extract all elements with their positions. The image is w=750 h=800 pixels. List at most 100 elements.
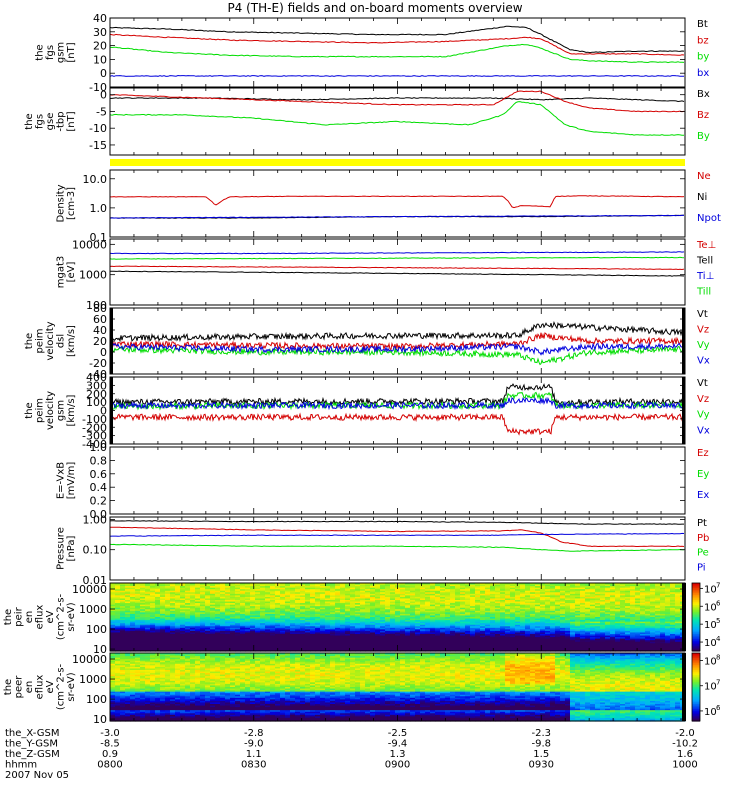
spectrogram-cell — [220, 618, 226, 621]
spectrogram-cell — [125, 621, 131, 624]
spectrogram-cell — [495, 626, 501, 629]
spectrogram-cell — [510, 641, 516, 644]
spectrogram-cell — [500, 626, 506, 629]
spectrogram-cell — [370, 603, 376, 606]
spectrogram-cell — [560, 624, 566, 627]
spectrogram-cell — [495, 593, 501, 596]
spectrogram-cell — [580, 596, 586, 600]
spectrogram-cell — [300, 643, 306, 646]
spectrogram-cell — [585, 593, 591, 596]
spectrogram-cell — [560, 586, 566, 589]
spectrogram-cell — [460, 623, 466, 626]
spectrogram-cell — [200, 640, 206, 643]
spectrogram-cell — [305, 644, 311, 647]
spectrogram-cell — [355, 647, 361, 651]
y-tick-label: 100 — [86, 299, 107, 312]
spectrogram-cell — [265, 635, 271, 638]
spectrogram-cell — [115, 584, 121, 587]
spectrogram-cell — [200, 617, 206, 620]
spectrogram-cell — [320, 629, 326, 632]
spectrogram-cell — [360, 604, 366, 607]
spectrogram-cell — [120, 621, 126, 624]
spectrogram-cell — [175, 604, 181, 607]
spectrogram-cell — [430, 589, 436, 592]
spectrogram-cell — [175, 615, 181, 618]
spectrogram-cell — [160, 644, 166, 647]
spectrogram-cell — [350, 613, 356, 617]
spectrogram-cell — [255, 596, 261, 600]
spectrogram-cell — [410, 624, 416, 627]
spectrogram-cell — [235, 613, 241, 617]
spectrogram-cell — [370, 606, 376, 609]
spectrogram-cell — [415, 586, 421, 589]
spectrogram-cell — [130, 612, 136, 615]
spectrogram-cell — [440, 615, 446, 618]
spectrogram-cell — [180, 637, 186, 640]
spectrogram-cell — [175, 617, 181, 620]
spectrogram-cell — [385, 596, 391, 600]
spectrogram-cell — [405, 590, 411, 593]
spectrogram-cell — [335, 587, 341, 590]
spectrogram-cell — [320, 610, 326, 613]
spectrogram-cell — [365, 590, 371, 593]
spectrogram-cell — [585, 629, 591, 632]
spectrogram-cell — [175, 607, 181, 610]
spectrogram-cell — [135, 643, 141, 646]
spectrogram-cell — [305, 635, 311, 638]
spectrogram-cell — [240, 596, 246, 600]
spectrogram-cell — [215, 643, 221, 646]
spectrogram-cell — [145, 596, 151, 600]
y-tick-label: -10 — [89, 122, 107, 135]
spectrogram-cell — [135, 596, 141, 600]
spectrogram-cell — [155, 603, 161, 606]
spectrogram-cell — [275, 624, 281, 627]
spectrogram-cell — [205, 643, 211, 646]
spectrogram-cell — [180, 640, 186, 643]
spectrogram-cell — [140, 595, 146, 598]
spectrogram-cell — [165, 609, 171, 612]
spectrogram-cell — [460, 638, 466, 641]
spectrogram-cell — [485, 603, 491, 606]
spectrogram-cell — [245, 623, 251, 626]
spectrogram-cell — [395, 641, 401, 644]
spectrogram-cell — [600, 610, 606, 613]
spectrogram-cell — [495, 621, 501, 624]
spectrogram-cell — [520, 635, 526, 638]
spectrogram-cell — [480, 584, 486, 587]
spectrogram-cell — [370, 590, 376, 593]
spectrogram-cell — [335, 617, 341, 620]
spectrogram-cell — [430, 646, 436, 649]
spectrogram-cell — [265, 624, 271, 627]
spectrogram-cell — [280, 610, 286, 613]
spectrogram-cell — [485, 626, 491, 629]
spectrogram-cell — [150, 641, 156, 644]
spectrogram-cell — [430, 590, 436, 593]
spectrogram-cell — [355, 596, 361, 600]
spectrogram-cell — [465, 621, 471, 624]
spectrogram-cell — [550, 647, 556, 651]
spectrogram-cell — [210, 634, 216, 637]
spectrogram-cell — [440, 621, 446, 624]
spectrogram-cell — [235, 609, 241, 612]
spectrogram-cell — [540, 606, 546, 609]
spectrogram-cell — [580, 617, 586, 620]
spectrogram-cell — [415, 620, 421, 623]
spectrogram-cell — [125, 603, 131, 606]
spectrogram-cell — [450, 583, 456, 586]
spectrogram-cell — [215, 627, 221, 630]
spectrogram-cell — [355, 598, 361, 601]
spectrogram-cell — [590, 627, 596, 630]
spectrogram-cell — [345, 604, 351, 607]
spectrogram-cell — [185, 627, 191, 630]
spectrogram-cell — [110, 604, 116, 607]
spectrogram-cell — [550, 626, 556, 629]
spectrogram-cell — [475, 589, 481, 592]
spectrogram-cell — [445, 626, 451, 629]
y-axis-label: the — [24, 333, 35, 349]
spectrogram-cell — [450, 623, 456, 626]
spectrogram-cell — [350, 632, 356, 635]
spectrogram-cell — [560, 607, 566, 610]
spectrogram-cell — [385, 604, 391, 607]
spectrogram-cell — [550, 624, 556, 627]
spectrogram-cell — [410, 610, 416, 613]
